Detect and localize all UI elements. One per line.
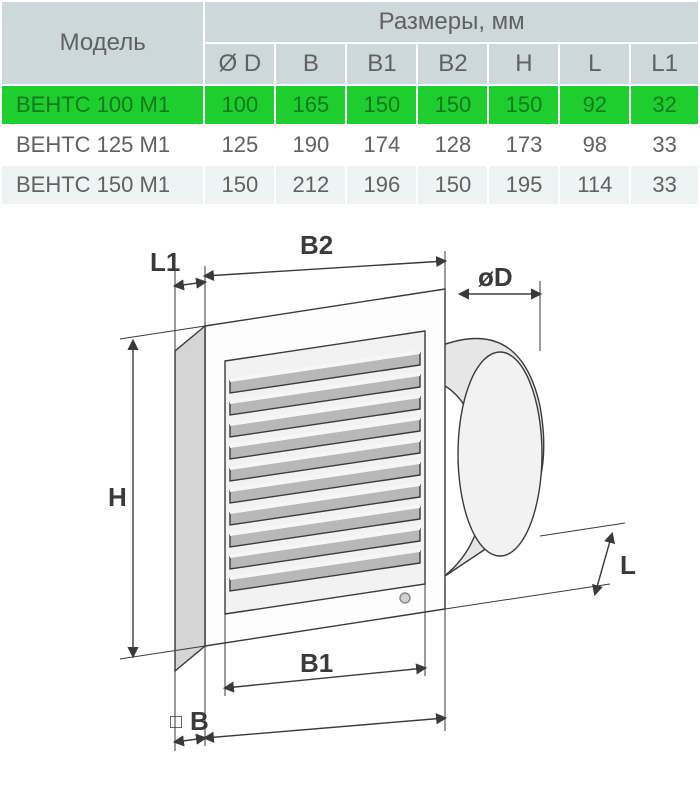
header-col-b2: B2 — [417, 43, 488, 85]
technical-diagram: L1 B2 øD H L B1 □ B — [0, 206, 700, 778]
cell: 100 — [204, 85, 275, 125]
header-col-b1: B1 — [346, 43, 417, 85]
header-dimensions: Размеры, мм — [204, 1, 699, 43]
table-row: ВЕНТС 150 М1 150 212 196 150 195 114 33 — [1, 165, 699, 205]
label-h: H — [108, 482, 127, 512]
label-d: øD — [478, 262, 513, 292]
label-l: L — [620, 550, 636, 580]
cell: 125 — [204, 125, 275, 165]
cell-model: ВЕНТС 100 М1 — [1, 85, 204, 125]
cell: 212 — [275, 165, 346, 205]
cell: 150 — [488, 85, 559, 125]
label-bsq: □ — [170, 711, 182, 733]
table-row: ВЕНТС 100 М1 100 165 150 150 150 92 32 — [1, 85, 699, 125]
label-b1: B1 — [300, 648, 333, 678]
cell-model: ВЕНТС 125 М1 — [1, 125, 204, 165]
label-l1: L1 — [150, 247, 180, 277]
header-col-l: L — [559, 43, 630, 85]
dim-b — [205, 718, 445, 738]
header-col-h: H — [488, 43, 559, 85]
label-b: B — [190, 706, 209, 736]
cell: 190 — [275, 125, 346, 165]
cell: 33 — [630, 165, 699, 205]
cell: 195 — [488, 165, 559, 205]
header-col-l1: L1 — [630, 43, 699, 85]
cell: 32 — [630, 85, 699, 125]
dim-l1 — [175, 282, 205, 286]
header-col-b: B — [275, 43, 346, 85]
dimensions-table: Модель Размеры, мм Ø D B B1 B2 H L L1 ВЕ… — [0, 0, 700, 206]
cell: 173 — [488, 125, 559, 165]
cell: 92 — [559, 85, 630, 125]
table-body: ВЕНТС 100 М1 100 165 150 150 150 92 32 В… — [1, 85, 699, 205]
cell: 150 — [346, 85, 417, 125]
cell: 33 — [630, 125, 699, 165]
cell: 196 — [346, 165, 417, 205]
label-b2: B2 — [300, 230, 333, 260]
cell-model: ВЕНТС 150 М1 — [1, 165, 204, 205]
cell: 150 — [417, 85, 488, 125]
header-model: Модель — [1, 1, 204, 85]
louvers — [230, 350, 420, 603]
cell: 165 — [275, 85, 346, 125]
cell: 150 — [204, 165, 275, 205]
cell: 174 — [346, 125, 417, 165]
cell: 114 — [559, 165, 630, 205]
table-row: ВЕНТС 125 М1 125 190 174 128 173 98 33 — [1, 125, 699, 165]
dim-b2 — [205, 261, 445, 276]
cell: 98 — [559, 125, 630, 165]
cell: 128 — [417, 125, 488, 165]
header-col-d: Ø D — [204, 43, 275, 85]
cell: 150 — [417, 165, 488, 205]
